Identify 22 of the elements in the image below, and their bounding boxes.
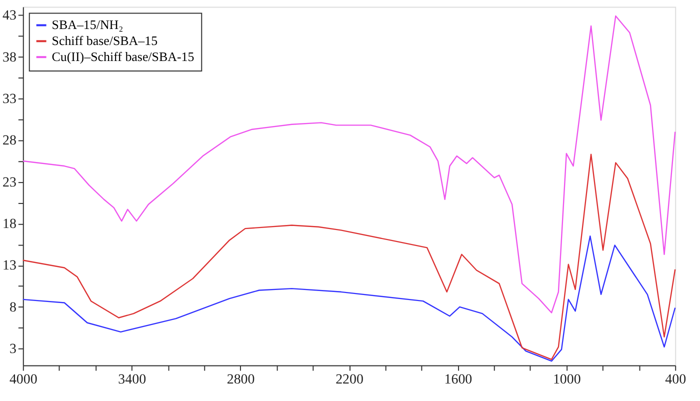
y-tick-label: 13 — [2, 258, 16, 274]
y-tick-label: 38 — [2, 50, 16, 66]
x-tick-label: 1000 — [552, 372, 581, 388]
line-series — [22, 235, 676, 362]
line-series — [22, 15, 676, 314]
x-tick-label: 3400 — [118, 372, 146, 388]
legend-label: SBA–15/NH₂ — [52, 17, 124, 32]
y-tick-label: 28 — [2, 134, 16, 149]
y-tick-label: 3 — [9, 342, 16, 358]
x-tick-label: 400 — [665, 372, 686, 388]
x-tick-label: 4000 — [9, 372, 38, 388]
y-tick-label: 8 — [9, 300, 16, 316]
x-tick-label: 2200 — [336, 372, 364, 388]
x-tick-label: 1600 — [444, 372, 472, 388]
y-tick-label: 18 — [2, 217, 16, 232]
legend-label: Schiff base/SBA–15 — [52, 33, 158, 48]
y-tick-label: 23 — [2, 175, 16, 190]
y-tick-label: 33 — [2, 92, 16, 107]
line-series — [22, 154, 676, 360]
y-tick-label: 43 — [2, 8, 16, 24]
x-tick-label: 2800 — [226, 372, 255, 388]
legend-label: Cu(II)–Schiff base/SBA-15 — [52, 49, 194, 64]
